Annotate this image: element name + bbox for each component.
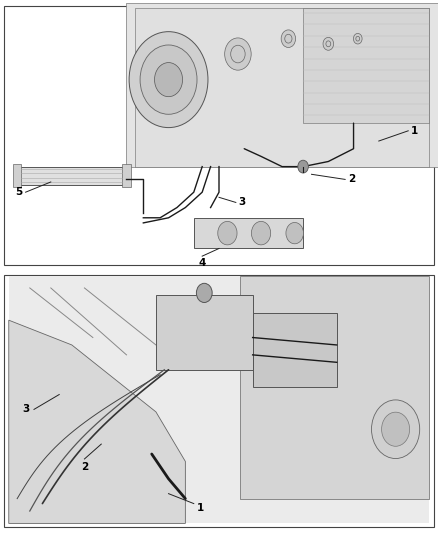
Text: 2: 2 <box>348 174 355 184</box>
Text: 1: 1 <box>411 126 418 136</box>
Polygon shape <box>156 295 253 370</box>
Text: 4: 4 <box>198 257 206 268</box>
Circle shape <box>326 41 331 47</box>
Circle shape <box>281 30 296 47</box>
Circle shape <box>225 38 251 70</box>
Polygon shape <box>194 218 303 248</box>
FancyBboxPatch shape <box>4 6 434 265</box>
Text: 3: 3 <box>22 405 30 414</box>
Circle shape <box>356 36 360 41</box>
Circle shape <box>129 31 208 127</box>
Circle shape <box>155 62 183 96</box>
Polygon shape <box>240 276 429 499</box>
Circle shape <box>231 45 245 63</box>
Circle shape <box>298 160 308 173</box>
Text: 3: 3 <box>239 197 246 207</box>
Polygon shape <box>13 164 21 187</box>
Polygon shape <box>122 164 131 187</box>
Circle shape <box>381 412 410 446</box>
Circle shape <box>140 45 197 114</box>
Circle shape <box>371 400 420 458</box>
Circle shape <box>286 222 304 244</box>
Polygon shape <box>135 8 429 167</box>
Polygon shape <box>9 276 429 523</box>
Polygon shape <box>17 167 127 184</box>
Circle shape <box>251 221 271 245</box>
Polygon shape <box>9 320 185 523</box>
Circle shape <box>285 34 292 43</box>
Polygon shape <box>253 313 337 387</box>
Polygon shape <box>127 3 438 167</box>
Circle shape <box>353 34 362 44</box>
Text: 1: 1 <box>197 503 204 513</box>
Text: 2: 2 <box>81 462 88 472</box>
Polygon shape <box>303 8 429 123</box>
FancyBboxPatch shape <box>4 275 434 527</box>
Text: 5: 5 <box>15 187 23 197</box>
Circle shape <box>196 284 212 303</box>
Circle shape <box>323 37 334 50</box>
Circle shape <box>218 221 237 245</box>
